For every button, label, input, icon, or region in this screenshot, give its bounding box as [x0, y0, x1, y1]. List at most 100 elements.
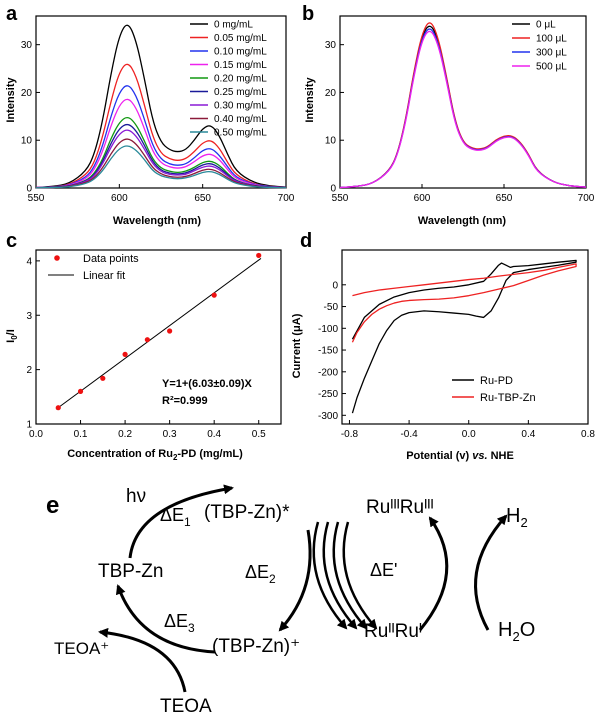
x-tick-label-c: 0.0 — [29, 429, 43, 440]
delta-e3-label: ΔE3 — [164, 611, 195, 635]
xlabel-b: Wavelength (nm) — [418, 215, 507, 227]
cv-curve-d — [351, 263, 577, 343]
y-tick-label-d: -300 — [318, 411, 338, 422]
arrow-ru-reoxidation — [418, 516, 449, 631]
series-line-a — [35, 63, 287, 189]
ylabel-a: Intensity — [5, 77, 17, 123]
y-tick-label-a: 20 — [21, 88, 33, 99]
legend-label-points: Data points — [83, 253, 139, 265]
series-line-a — [35, 85, 287, 189]
ru-high-label: RuᴵᴵᴵRuᴵᴵᴵ — [366, 497, 434, 518]
series-line-b — [339, 30, 587, 189]
plot-frame-c — [35, 249, 282, 425]
arrow-ru-reduction-4 — [342, 521, 378, 630]
y-tick-label-c: 3 — [26, 311, 32, 322]
teoa-plus-label: TEOA⁺ — [54, 639, 109, 658]
panel-label-b: b — [302, 3, 314, 25]
data-point — [122, 351, 128, 357]
arrow-h2-evolution — [474, 514, 508, 631]
y-tick-label-b: 30 — [325, 40, 337, 51]
x-tick-label-d: 0.0 — [462, 429, 476, 440]
plot-frame-a — [35, 15, 287, 189]
legend-label-a: 0.15 mg/mL — [214, 60, 267, 71]
x-tick-label-b: 550 — [332, 193, 349, 204]
x-tick-label-a: 700 — [278, 193, 295, 204]
x-tick-label-a: 550 — [28, 193, 45, 204]
legend-label-b: 0 μL — [536, 20, 556, 31]
plot-frame-b — [339, 15, 587, 189]
x-tick-label-a: 600 — [111, 193, 128, 204]
x-tick-label-a: 650 — [194, 193, 211, 204]
legend-label-a: 0.20 mg/mL — [214, 74, 267, 85]
legend-label-b: 300 μL — [536, 48, 567, 59]
plot-area-a: 550 600 650 700 0 10 20 30 0 mg/mL 0.05 mg/mL 0.10… — [21, 15, 295, 204]
y-tick-label-c: 4 — [26, 256, 32, 267]
data-point — [100, 375, 106, 381]
x-tick-label-c: 0.5 — [252, 429, 266, 440]
data-point — [167, 328, 173, 334]
x-tick-label-b: 650 — [496, 193, 513, 204]
panel-b: b Intensity Wavelength (nm) 550 600 650 700… — [302, 3, 595, 227]
legend-label-b: 100 μL — [536, 34, 567, 45]
y-tick-label-d: -150 — [318, 346, 338, 357]
fit-line — [55, 258, 262, 410]
legend-label-d: Ru-PD — [480, 375, 513, 387]
x-tick-label-d: 0.4 — [521, 429, 535, 440]
y-tick-label-b: 10 — [325, 136, 337, 147]
x-tick-label-b: 700 — [578, 193, 595, 204]
xlabel-d: Potential (v) vs. NHE — [406, 450, 514, 462]
cv-curve-d — [351, 259, 577, 414]
plot-area-c: 0.0 0.1 0.2 0.3 0.4 0.5 1 2 3 4 Data points Linear … — [26, 249, 282, 440]
legend-label-a: 0.10 mg/mL — [214, 47, 267, 58]
arrow-regeneration — [115, 584, 216, 654]
legend-label-b: 500 μL — [536, 62, 567, 73]
fit-equation: Y=1+(6.03±0.09)X — [162, 378, 252, 390]
series-line-a — [35, 24, 287, 189]
arrow-ru-reduction-2 — [322, 521, 358, 630]
y-tick-label-d: -100 — [318, 324, 338, 335]
data-point — [55, 405, 61, 411]
delta-e2-label: ΔE2 — [245, 562, 276, 586]
x-tick-label-d: -0.8 — [341, 429, 359, 440]
arrow-ru-reduction-3 — [332, 521, 368, 630]
arrow-excitation — [128, 484, 234, 559]
panel-label-a: a — [6, 3, 18, 25]
legend-label-a: 0 mg/mL — [214, 20, 253, 31]
series-line-a — [35, 138, 287, 189]
panel-label-c: c — [6, 230, 17, 252]
ylabel-d: Current (μA) — [291, 313, 303, 378]
hv-label: hν — [126, 486, 146, 507]
panel-label-e: e — [46, 492, 59, 519]
legend-label-a: 0.50 mg/mL — [214, 128, 267, 139]
legend-label-fit: Linear fit — [83, 270, 125, 282]
x-tick-label-c: 0.1 — [74, 429, 88, 440]
panel-c: c I0/I Concentration of Ru2-PD (mg/mL) 0… — [5, 230, 282, 462]
legend-label-a: 0.30 mg/mL — [214, 101, 267, 112]
legend-label-a: 0.05 mg/mL — [214, 33, 267, 44]
y-tick-label-a: 0 — [26, 184, 32, 195]
y-tick-label-d: -250 — [318, 389, 338, 400]
x-tick-label-c: 0.2 — [118, 429, 132, 440]
fit-r-squared: R²=0.999 — [162, 395, 208, 407]
series-line-a — [35, 129, 287, 189]
ylabel-b: Intensity — [304, 77, 316, 123]
panel-label-d: d — [300, 230, 312, 252]
y-tick-label-d: -200 — [318, 367, 338, 378]
data-point — [77, 388, 84, 394]
data-point — [211, 292, 217, 298]
legend-marker-points — [54, 255, 60, 261]
y-tick-label-b: 0 — [330, 184, 336, 195]
plot-frame-d — [341, 249, 589, 425]
tbp-excited-label: (TBP-Zn)* — [204, 502, 290, 523]
tbp-ground-label: TBP-Zn — [98, 561, 163, 582]
legend-label-a: 0.25 mg/mL — [214, 87, 267, 98]
tbp-cation-label: (TBP-Zn)⁺ — [212, 636, 300, 657]
panel-e-scheme: e hν ΔE1 (TBP-Zn)* TBP-Zn ΔE2 ΔE3 (TBP-Z… — [46, 484, 535, 717]
arrow-teoa-oxidation — [98, 627, 187, 693]
y-tick-label-a: 10 — [21, 136, 33, 147]
plot-area-d: -0.8 -0.4 0.0 0.4 0.8 0 -50 -100 -150 -200 -250 -30… — [318, 249, 595, 440]
ru-low-label: RuᴵᴵRuᴵ — [364, 621, 422, 642]
arrow-electron-transfer — [278, 529, 312, 632]
